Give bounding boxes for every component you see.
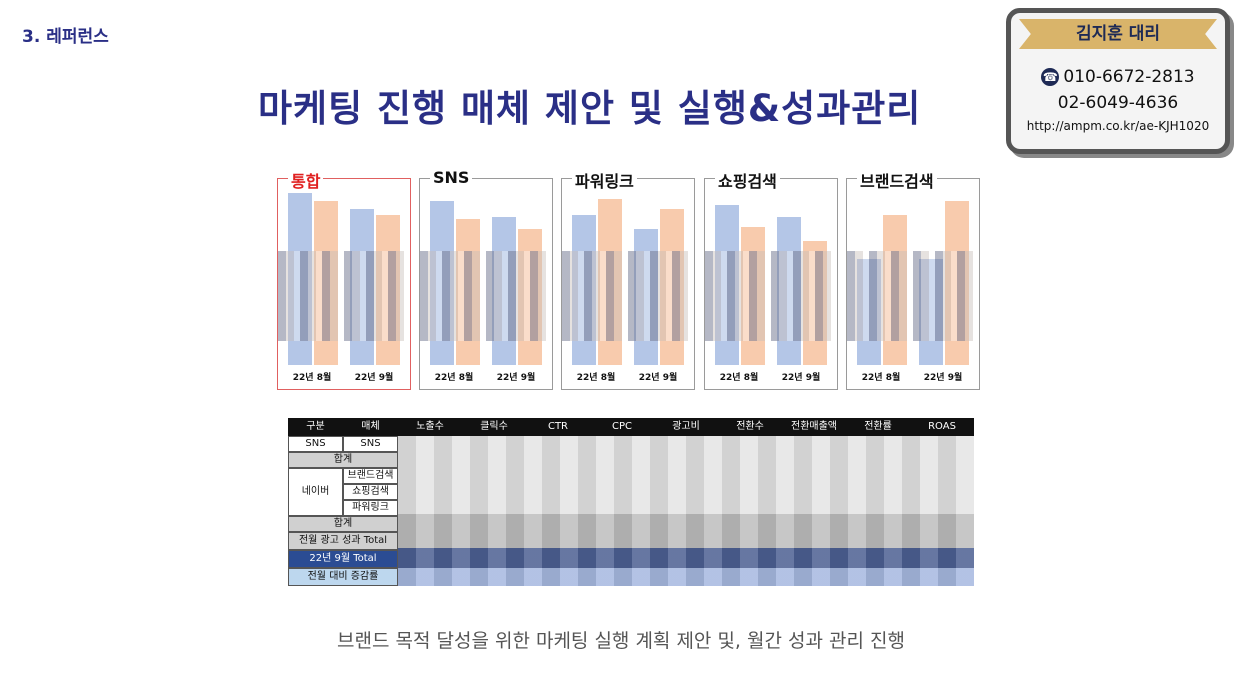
blurred-table-values bbox=[398, 436, 974, 586]
header-cell: 노출수 bbox=[416, 421, 444, 432]
mobile-line: ☎ 010-6672-2813 bbox=[1011, 67, 1225, 87]
row-label: 22년 9월 Total bbox=[288, 550, 398, 568]
blurred-labels bbox=[278, 251, 410, 341]
row-label: 전월 광고 성과 Total bbox=[288, 532, 398, 550]
chart-panel-sns: SNS 22년 8월 22년 9월 bbox=[419, 168, 553, 390]
performance-table: 구분 매체 노출수 클릭수 CTR CPC 광고비 전환수 전환매출액 전환률 … bbox=[288, 418, 974, 586]
slide-caption: 브랜드 목적 달성을 위한 마케팅 실행 계획 제안 및, 월간 성과 관리 진… bbox=[337, 630, 905, 652]
panel-title: 쇼핑검색 bbox=[715, 168, 780, 192]
x-label: 22년 8월 bbox=[434, 373, 474, 383]
header-cell: 클릭수 bbox=[480, 421, 508, 432]
header-cell: CPC bbox=[612, 421, 632, 432]
header-cell: 전환률 bbox=[864, 421, 892, 432]
panel-title: 통합 bbox=[288, 168, 324, 192]
header-cell: 구분 bbox=[306, 421, 325, 432]
x-label: 22년 9월 bbox=[638, 373, 678, 383]
panel-title: 브랜드검색 bbox=[857, 168, 937, 192]
header-cell: 전환수 bbox=[736, 421, 764, 432]
chart-panel-shopping: 쇼핑검색 22년 8월 22년 9월 bbox=[704, 168, 838, 390]
header-cell: ROAS bbox=[928, 421, 956, 432]
row-label: SNS bbox=[343, 436, 398, 452]
contact-url[interactable]: http://ampm.co.kr/ae-KJH1020 bbox=[1026, 119, 1210, 133]
header-cell: CTR bbox=[547, 421, 569, 432]
tel-number: 02-6049-4636 bbox=[1057, 93, 1179, 113]
name-ribbon: 김지훈 대리 bbox=[1019, 19, 1217, 49]
blurred-labels bbox=[562, 251, 694, 341]
panel-title: SNS bbox=[430, 168, 473, 187]
header-cell: 광고비 bbox=[672, 421, 700, 432]
blurred-labels bbox=[847, 251, 979, 341]
x-label: 22년 9월 bbox=[781, 373, 821, 383]
x-label: 22년 8월 bbox=[576, 373, 616, 383]
x-label: 22년 8월 bbox=[719, 373, 759, 383]
page-title: 마케팅 진행 매체 제안 및 실행&성과관리 bbox=[258, 87, 922, 130]
x-label: 22년 8월 bbox=[861, 373, 901, 383]
blurred-labels bbox=[420, 251, 552, 341]
panel-title: 파워링크 bbox=[572, 168, 637, 192]
row-label: 파워링크 bbox=[343, 500, 398, 516]
row-label: 쇼핑검색 bbox=[343, 484, 398, 500]
blurred-labels bbox=[705, 251, 837, 341]
row-label: 합계 bbox=[288, 516, 398, 532]
table-header: 구분 매체 노출수 클릭수 CTR CPC 광고비 전환수 전환매출액 전환률 … bbox=[288, 418, 974, 436]
row-label: 브랜드검색 bbox=[343, 468, 398, 484]
x-label: 22년 9월 bbox=[354, 373, 394, 383]
header-cell: 매체 bbox=[361, 421, 380, 432]
row-label: 네이버 bbox=[288, 468, 343, 516]
mobile-number: 010-6672-2813 bbox=[1063, 67, 1195, 87]
section-label: 3. 레퍼런스 bbox=[22, 27, 109, 47]
row-label: SNS bbox=[288, 436, 343, 452]
phone-icon: ☎ bbox=[1041, 68, 1060, 86]
x-label: 22년 9월 bbox=[496, 373, 536, 383]
x-label: 22년 9월 bbox=[923, 373, 963, 383]
x-label: 22년 8월 bbox=[292, 373, 332, 383]
chart-panel-brand: 브랜드검색 22년 8월 22년 9월 bbox=[846, 168, 980, 390]
contact-card: 김지훈 대리 ☎ 010-6672-2813 02-6049-4636 http:… bbox=[1006, 8, 1230, 154]
contact-name: 김지훈 대리 bbox=[1075, 24, 1161, 44]
chart-panel-total: 통합 22년 8월 22년 9월 bbox=[277, 168, 411, 390]
row-label: 합계 bbox=[288, 452, 398, 468]
header-cell: 전환매출액 bbox=[791, 421, 837, 432]
chart-panel-powerlink: 파워링크 22년 8월 22년 9월 bbox=[561, 168, 695, 390]
row-label: 전월 대비 증감률 bbox=[288, 568, 398, 586]
